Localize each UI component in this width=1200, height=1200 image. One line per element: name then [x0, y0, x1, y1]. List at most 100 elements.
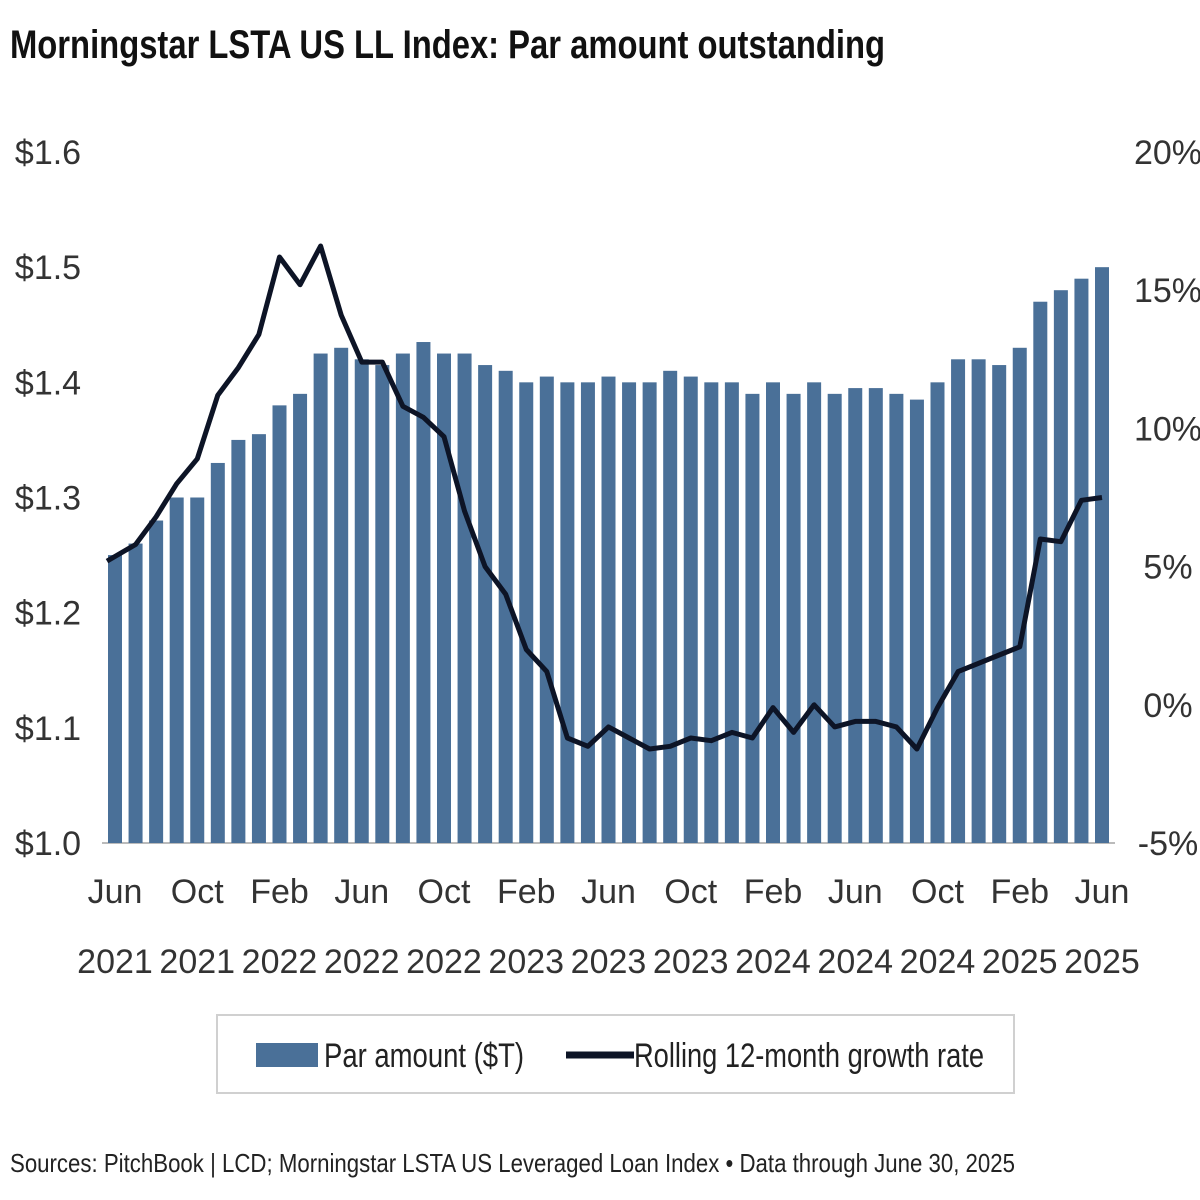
- y-left-tick-label: $1.2: [15, 595, 81, 633]
- x-tick-year: 2022: [242, 943, 318, 981]
- x-tick-year: 2024: [817, 943, 893, 981]
- x-tick-month: Oct: [664, 873, 717, 911]
- bar: [951, 359, 966, 843]
- bar: [1033, 301, 1048, 843]
- bar: [560, 382, 575, 843]
- bar: [971, 359, 986, 843]
- bar: [498, 370, 513, 843]
- x-tick-month: Jun: [581, 873, 636, 911]
- x-tick-month: Jun: [1075, 873, 1130, 911]
- bar: [272, 405, 287, 843]
- y-left-tick-label: $1.0: [15, 825, 81, 863]
- growth-rate-line: [105, 243, 1103, 752]
- x-tick-month: Feb: [250, 873, 309, 911]
- bar: [313, 353, 328, 843]
- bar: [786, 393, 801, 843]
- bar: [334, 347, 349, 843]
- bar: [683, 376, 698, 843]
- legend-swatch-bar: [256, 1043, 318, 1067]
- bar: [251, 434, 266, 843]
- bar: [128, 543, 143, 843]
- bar: [724, 382, 739, 843]
- x-tick-month: Feb: [497, 873, 556, 911]
- x-tick-year: 2025: [982, 943, 1058, 981]
- x-tick-year: 2023: [488, 943, 564, 981]
- x-tick-month: Oct: [418, 873, 471, 911]
- bar-series: [108, 267, 1109, 844]
- x-tick-month: Oct: [171, 873, 224, 911]
- bar: [354, 359, 369, 843]
- bar: [848, 388, 863, 843]
- bar: [889, 393, 904, 843]
- bar: [642, 382, 657, 843]
- bar: [868, 388, 883, 843]
- bar: [704, 382, 719, 843]
- bar: [437, 353, 451, 843]
- bar: [992, 365, 1007, 843]
- bar: [766, 382, 780, 843]
- x-tick-year: 2022: [324, 943, 400, 981]
- x-tick-month: Feb: [744, 873, 803, 911]
- bar: [231, 439, 246, 843]
- x-tick-year: 2021: [77, 943, 153, 981]
- bar: [663, 370, 678, 843]
- bar: [807, 382, 822, 843]
- bar: [601, 376, 616, 843]
- bar: [1012, 347, 1027, 843]
- y-right-tick-label: 20%: [1134, 134, 1200, 172]
- x-tick-month: Jun: [88, 873, 143, 911]
- x-tick-year: 2024: [900, 943, 976, 981]
- y-axis-right: -5% 0% 5% 10% 15% 20%: [1134, 134, 1200, 863]
- bar: [909, 399, 924, 843]
- y-left-tick-label: $1.5: [15, 249, 81, 287]
- x-tick-month: Jun: [828, 873, 883, 911]
- chart-title: Morningstar LSTA US LL Index: Par amount…: [10, 23, 885, 67]
- bar: [169, 497, 184, 843]
- bar: [1095, 267, 1109, 844]
- bar: [375, 365, 390, 843]
- bar: [210, 462, 225, 843]
- bar: [416, 342, 431, 843]
- bar: [539, 376, 554, 843]
- y-left-tick-label: $1.4: [15, 364, 81, 402]
- x-tick-year: 2025: [1064, 943, 1140, 981]
- source-note: Sources: PitchBook | LCD; Morningstar LS…: [10, 1148, 1015, 1178]
- x-tick-year: 2023: [571, 943, 647, 981]
- x-tick-month: Oct: [911, 873, 964, 911]
- bar: [108, 555, 122, 843]
- y-right-tick-label: 15%: [1134, 272, 1200, 310]
- bar: [478, 365, 493, 843]
- y-left-tick-label: $1.3: [15, 480, 81, 518]
- bar: [190, 497, 205, 843]
- y-right-tick-label: 0%: [1143, 687, 1192, 725]
- bar: [293, 393, 308, 843]
- bar: [1053, 290, 1068, 843]
- bar: [149, 520, 164, 843]
- bar: [930, 382, 945, 843]
- x-tick-year: 2021: [159, 943, 235, 981]
- y-axis-left: $1.0 $1.1 $1.2 $1.3 $1.4 $1.5 $1.6: [15, 134, 81, 863]
- y-right-tick-label: -5%: [1138, 825, 1198, 863]
- x-tick-month: Feb: [990, 873, 1049, 911]
- x-tick-year: 2023: [653, 943, 729, 981]
- x-axis: Jun 2021 Oct 2021 Feb 2022 Jun 2022 Oct 2022 Feb 20…: [77, 873, 1140, 981]
- bar: [745, 393, 760, 843]
- x-tick-year: 2022: [406, 943, 482, 981]
- y-left-tick-label: $1.6: [15, 134, 81, 172]
- y-right-tick-label: 10%: [1134, 410, 1200, 448]
- y-left-tick-label: $1.1: [15, 710, 81, 748]
- bar: [519, 382, 534, 843]
- bar: [1074, 278, 1089, 843]
- legend-label-growth: Rolling 12-month growth rate: [634, 1037, 984, 1075]
- bar: [457, 353, 472, 843]
- y-right-tick-label: 5%: [1143, 549, 1192, 587]
- bar: [395, 353, 410, 843]
- bar: [827, 393, 842, 843]
- bar: [580, 382, 595, 843]
- x-tick-year: 2024: [735, 943, 811, 981]
- x-tick-month: Jun: [334, 873, 389, 911]
- bar: [622, 382, 637, 843]
- legend: Par amount ($T) Rolling 12-month growth …: [216, 1014, 1015, 1094]
- legend-label-par: Par amount ($T): [324, 1037, 524, 1075]
